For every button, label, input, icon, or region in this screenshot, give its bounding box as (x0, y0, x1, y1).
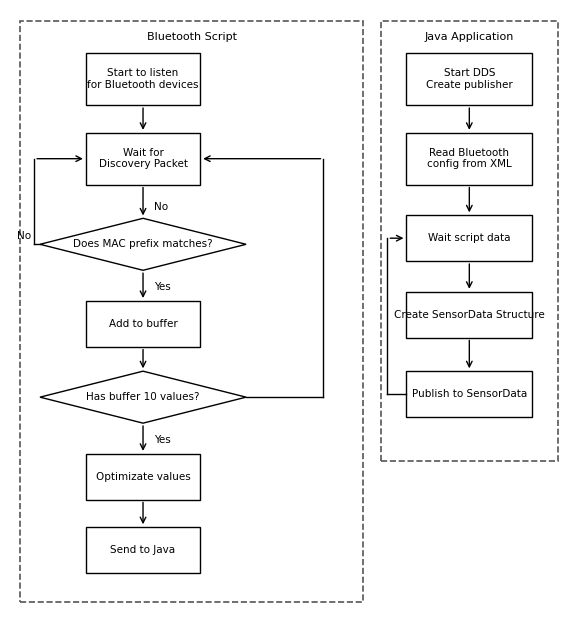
FancyBboxPatch shape (86, 301, 200, 347)
Text: Start to listen
for Bluetooth devices: Start to listen for Bluetooth devices (87, 68, 199, 90)
FancyBboxPatch shape (406, 215, 532, 261)
Text: Optimizate values: Optimizate values (95, 471, 190, 482)
Polygon shape (40, 218, 246, 270)
Polygon shape (40, 371, 246, 423)
Text: Bluetooth Script: Bluetooth Script (147, 32, 236, 42)
Text: Does MAC prefix matches?: Does MAC prefix matches? (73, 239, 213, 249)
FancyBboxPatch shape (406, 53, 532, 105)
Text: No: No (17, 231, 31, 241)
FancyBboxPatch shape (406, 292, 532, 337)
Text: Yes: Yes (154, 282, 171, 292)
FancyBboxPatch shape (86, 527, 200, 573)
Text: Java Application: Java Application (425, 32, 514, 42)
FancyBboxPatch shape (406, 371, 532, 417)
FancyBboxPatch shape (86, 133, 200, 184)
FancyBboxPatch shape (406, 133, 532, 184)
Text: Create SensorData Structure: Create SensorData Structure (394, 310, 544, 320)
Text: Publish to SensorData: Publish to SensorData (412, 389, 527, 399)
Text: Send to Java: Send to Java (110, 545, 176, 555)
Text: Wait for
Discovery Packet: Wait for Discovery Packet (98, 148, 187, 170)
Text: Read Bluetooth
config from XML: Read Bluetooth config from XML (427, 148, 512, 170)
Text: Add to buffer: Add to buffer (109, 319, 177, 329)
Text: Wait script data: Wait script data (428, 233, 510, 243)
Text: Yes: Yes (154, 434, 171, 444)
FancyBboxPatch shape (86, 53, 200, 105)
Text: Start DDS
Create publisher: Start DDS Create publisher (426, 68, 513, 90)
Text: Has buffer 10 values?: Has buffer 10 values? (86, 392, 200, 402)
Text: No: No (154, 202, 169, 212)
FancyBboxPatch shape (86, 453, 200, 500)
